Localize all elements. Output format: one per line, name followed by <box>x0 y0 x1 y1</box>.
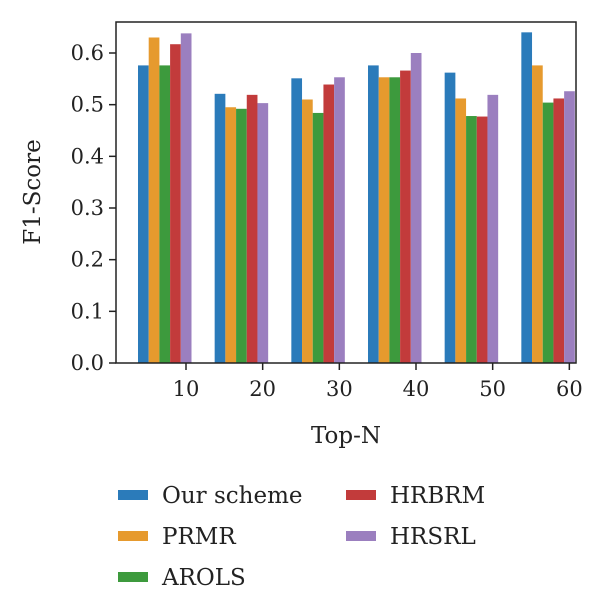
bar-arols-20 <box>236 108 247 363</box>
bar-our-scheme-20 <box>214 93 226 364</box>
bars-group <box>138 32 575 364</box>
bar-our-scheme-10 <box>138 65 149 364</box>
bar-arols-30 <box>312 112 324 363</box>
bar-prmr-20 <box>225 107 237 363</box>
bar-prmr-30 <box>302 99 313 363</box>
x-tick-label: 30 <box>326 377 353 401</box>
bar-hrbrm-50 <box>476 116 488 363</box>
bar-arols-50 <box>466 116 477 364</box>
legend-label-our-scheme: Our scheme <box>162 483 303 509</box>
bar-hrbrm-10 <box>170 44 181 363</box>
bar-our-scheme-60 <box>521 32 533 363</box>
bar-hrsrl-40 <box>410 53 422 363</box>
bar-our-scheme-50 <box>444 72 456 363</box>
legend-swatch-prmr <box>118 531 148 541</box>
x-tick-label: 20 <box>249 377 276 401</box>
bar-hrsrl-10 <box>180 33 192 363</box>
y-tick-label: 0.0 <box>71 351 104 375</box>
x-tick-label: 10 <box>173 377 200 401</box>
plot-frame <box>115 21 577 364</box>
bar-hrbrm-30 <box>323 84 335 364</box>
legend: Our scheme PRMR AROLS HRBRM HRSRL <box>118 483 485 591</box>
y-tick-label: 0.3 <box>71 196 104 220</box>
bar-prmr-50 <box>455 98 467 363</box>
x-tick-label: 60 <box>556 377 583 401</box>
bar-our-scheme-30 <box>291 78 303 364</box>
legend-label-hrbrm: HRBRM <box>390 483 485 509</box>
legend-swatch-hrbrm <box>346 490 376 500</box>
y-tick-label: 0.5 <box>71 93 104 117</box>
y-tick-label: 0.6 <box>71 41 104 65</box>
legend-label-hrsrl: HRSRL <box>390 524 476 550</box>
bar-hrbrm-60 <box>553 98 565 363</box>
legend-swatch-our-scheme <box>118 490 148 500</box>
x-axis: 10 20 30 40 50 60 <box>173 363 583 401</box>
bar-prmr-10 <box>148 37 160 363</box>
bar-arols-10 <box>159 65 171 364</box>
legend-swatch-hrsrl <box>346 531 376 541</box>
bar-prmr-60 <box>532 65 543 364</box>
legend-swatch-arols <box>118 572 148 582</box>
bar-arols-40 <box>389 77 401 364</box>
y-axis-label: F1-Score <box>20 139 46 244</box>
bar-hrsrl-60 <box>564 91 575 363</box>
bar-hrsrl-30 <box>334 77 345 364</box>
bar-arols-60 <box>542 102 554 363</box>
legend-label-arols: AROLS <box>161 565 246 591</box>
bar-prmr-40 <box>378 77 390 364</box>
x-tick-label: 50 <box>479 377 506 401</box>
y-axis: 0.0 0.1 0.2 0.3 0.4 0.5 0.6 <box>71 41 116 375</box>
x-axis-label: Top-N <box>311 423 381 449</box>
bar-our-scheme-40 <box>368 65 379 364</box>
bar-hrsrl-50 <box>487 94 499 363</box>
bar-hrbrm-20 <box>246 94 258 363</box>
bar-hrbrm-40 <box>400 70 411 364</box>
y-tick-label: 0.1 <box>71 299 104 323</box>
legend-label-prmr: PRMR <box>162 524 236 550</box>
x-tick-label: 40 <box>403 377 430 401</box>
bar-hrsrl-20 <box>257 103 269 363</box>
y-tick-label: 0.2 <box>71 248 104 272</box>
y-tick-label: 0.4 <box>71 144 104 168</box>
